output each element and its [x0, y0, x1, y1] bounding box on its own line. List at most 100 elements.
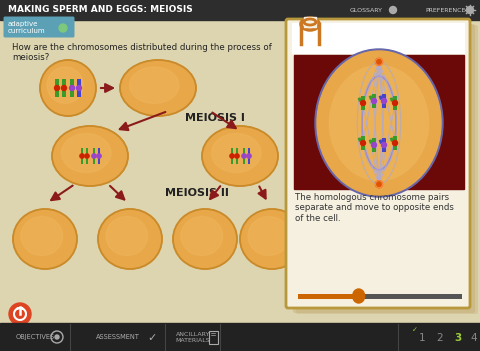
FancyBboxPatch shape [3, 16, 74, 38]
Bar [382, 138, 386, 152]
Bar [81, 148, 84, 164]
Ellipse shape [317, 51, 441, 195]
Bar [379, 95, 383, 100]
Circle shape [393, 100, 397, 106]
Bar [304, 17, 316, 27]
Text: ✓: ✓ [412, 327, 418, 333]
Text: curriculum: curriculum [8, 28, 46, 34]
Bar [62, 79, 66, 97]
Bar [393, 96, 397, 110]
Bar [77, 79, 81, 97]
Bar [209, 331, 218, 344]
Ellipse shape [21, 217, 62, 256]
Circle shape [76, 86, 82, 91]
Ellipse shape [13, 209, 77, 269]
Ellipse shape [61, 133, 111, 172]
Circle shape [467, 7, 473, 13]
Circle shape [97, 154, 101, 158]
Circle shape [382, 143, 386, 147]
Bar [230, 148, 233, 164]
Text: MAKING SPERM AND EGGS: MEIOSIS: MAKING SPERM AND EGGS: MEIOSIS [8, 6, 193, 14]
Bar [0, 323, 480, 351]
FancyBboxPatch shape [293, 24, 475, 313]
Bar [369, 139, 373, 144]
Bar [372, 138, 376, 152]
Circle shape [242, 154, 246, 158]
Circle shape [382, 99, 386, 104]
Bar [358, 97, 362, 102]
Circle shape [61, 86, 67, 91]
Bar [361, 96, 365, 110]
Text: OBJECTIVES: OBJECTIVES [15, 334, 55, 340]
Bar [70, 79, 74, 97]
Text: 3: 3 [455, 333, 462, 343]
Bar [372, 94, 376, 108]
Bar [390, 97, 394, 102]
Ellipse shape [212, 133, 261, 172]
Bar [393, 136, 397, 150]
Text: ✓: ✓ [147, 333, 156, 343]
Ellipse shape [315, 49, 443, 197]
Circle shape [360, 100, 365, 106]
Circle shape [9, 303, 31, 325]
Text: GLOSSARY: GLOSSARY [350, 7, 383, 13]
Ellipse shape [202, 126, 278, 186]
Bar [248, 148, 251, 164]
Ellipse shape [106, 217, 148, 256]
Circle shape [92, 154, 96, 158]
Circle shape [230, 154, 234, 158]
Circle shape [235, 154, 239, 158]
Text: 4: 4 [471, 333, 477, 343]
Text: 1: 1 [419, 333, 425, 343]
FancyBboxPatch shape [286, 19, 470, 308]
Bar [298, 293, 359, 298]
Ellipse shape [40, 60, 96, 116]
Circle shape [372, 99, 376, 104]
Ellipse shape [52, 126, 128, 186]
Bar [382, 94, 386, 108]
Ellipse shape [329, 65, 429, 181]
Text: ANCILLARY: ANCILLARY [176, 331, 210, 337]
Circle shape [85, 154, 89, 158]
Ellipse shape [98, 209, 162, 269]
Circle shape [360, 140, 365, 146]
Bar [294, 55, 464, 189]
Ellipse shape [47, 67, 84, 104]
Ellipse shape [120, 60, 196, 116]
Circle shape [55, 86, 60, 91]
Ellipse shape [240, 209, 304, 269]
Text: PREFERENCES: PREFERENCES [425, 7, 469, 13]
Text: ASSESSMENT: ASSESSMENT [96, 334, 140, 340]
Text: How are the chromosomes distributed during the process of
meiosis?: How are the chromosomes distributed duri… [12, 43, 272, 62]
Text: MEIOSIS II: MEIOSIS II [165, 188, 229, 198]
Bar [361, 136, 365, 150]
Circle shape [80, 154, 84, 158]
Ellipse shape [173, 209, 237, 269]
Text: MATERIALS: MATERIALS [176, 338, 210, 344]
Text: The homologous chromosome pairs
separate and move to opposite ends
of the cell.: The homologous chromosome pairs separate… [295, 193, 454, 223]
Circle shape [70, 86, 74, 91]
Circle shape [59, 24, 67, 32]
Bar [242, 148, 245, 164]
Circle shape [247, 154, 251, 158]
Circle shape [375, 181, 383, 188]
Circle shape [372, 143, 376, 147]
Bar [390, 137, 394, 142]
Text: MEIOSIS I: MEIOSIS I [185, 113, 245, 123]
Circle shape [55, 335, 59, 339]
Circle shape [393, 140, 397, 146]
Ellipse shape [181, 217, 223, 256]
Bar [55, 79, 59, 97]
Circle shape [375, 58, 383, 65]
Bar [236, 148, 239, 164]
Bar [0, 20, 480, 324]
Ellipse shape [353, 289, 365, 303]
Bar [369, 95, 373, 100]
Bar [292, 23, 464, 53]
Bar [97, 148, 100, 164]
Ellipse shape [130, 67, 179, 104]
Circle shape [389, 7, 396, 13]
FancyBboxPatch shape [296, 25, 478, 314]
Text: 2: 2 [437, 333, 444, 343]
Bar [379, 139, 383, 144]
